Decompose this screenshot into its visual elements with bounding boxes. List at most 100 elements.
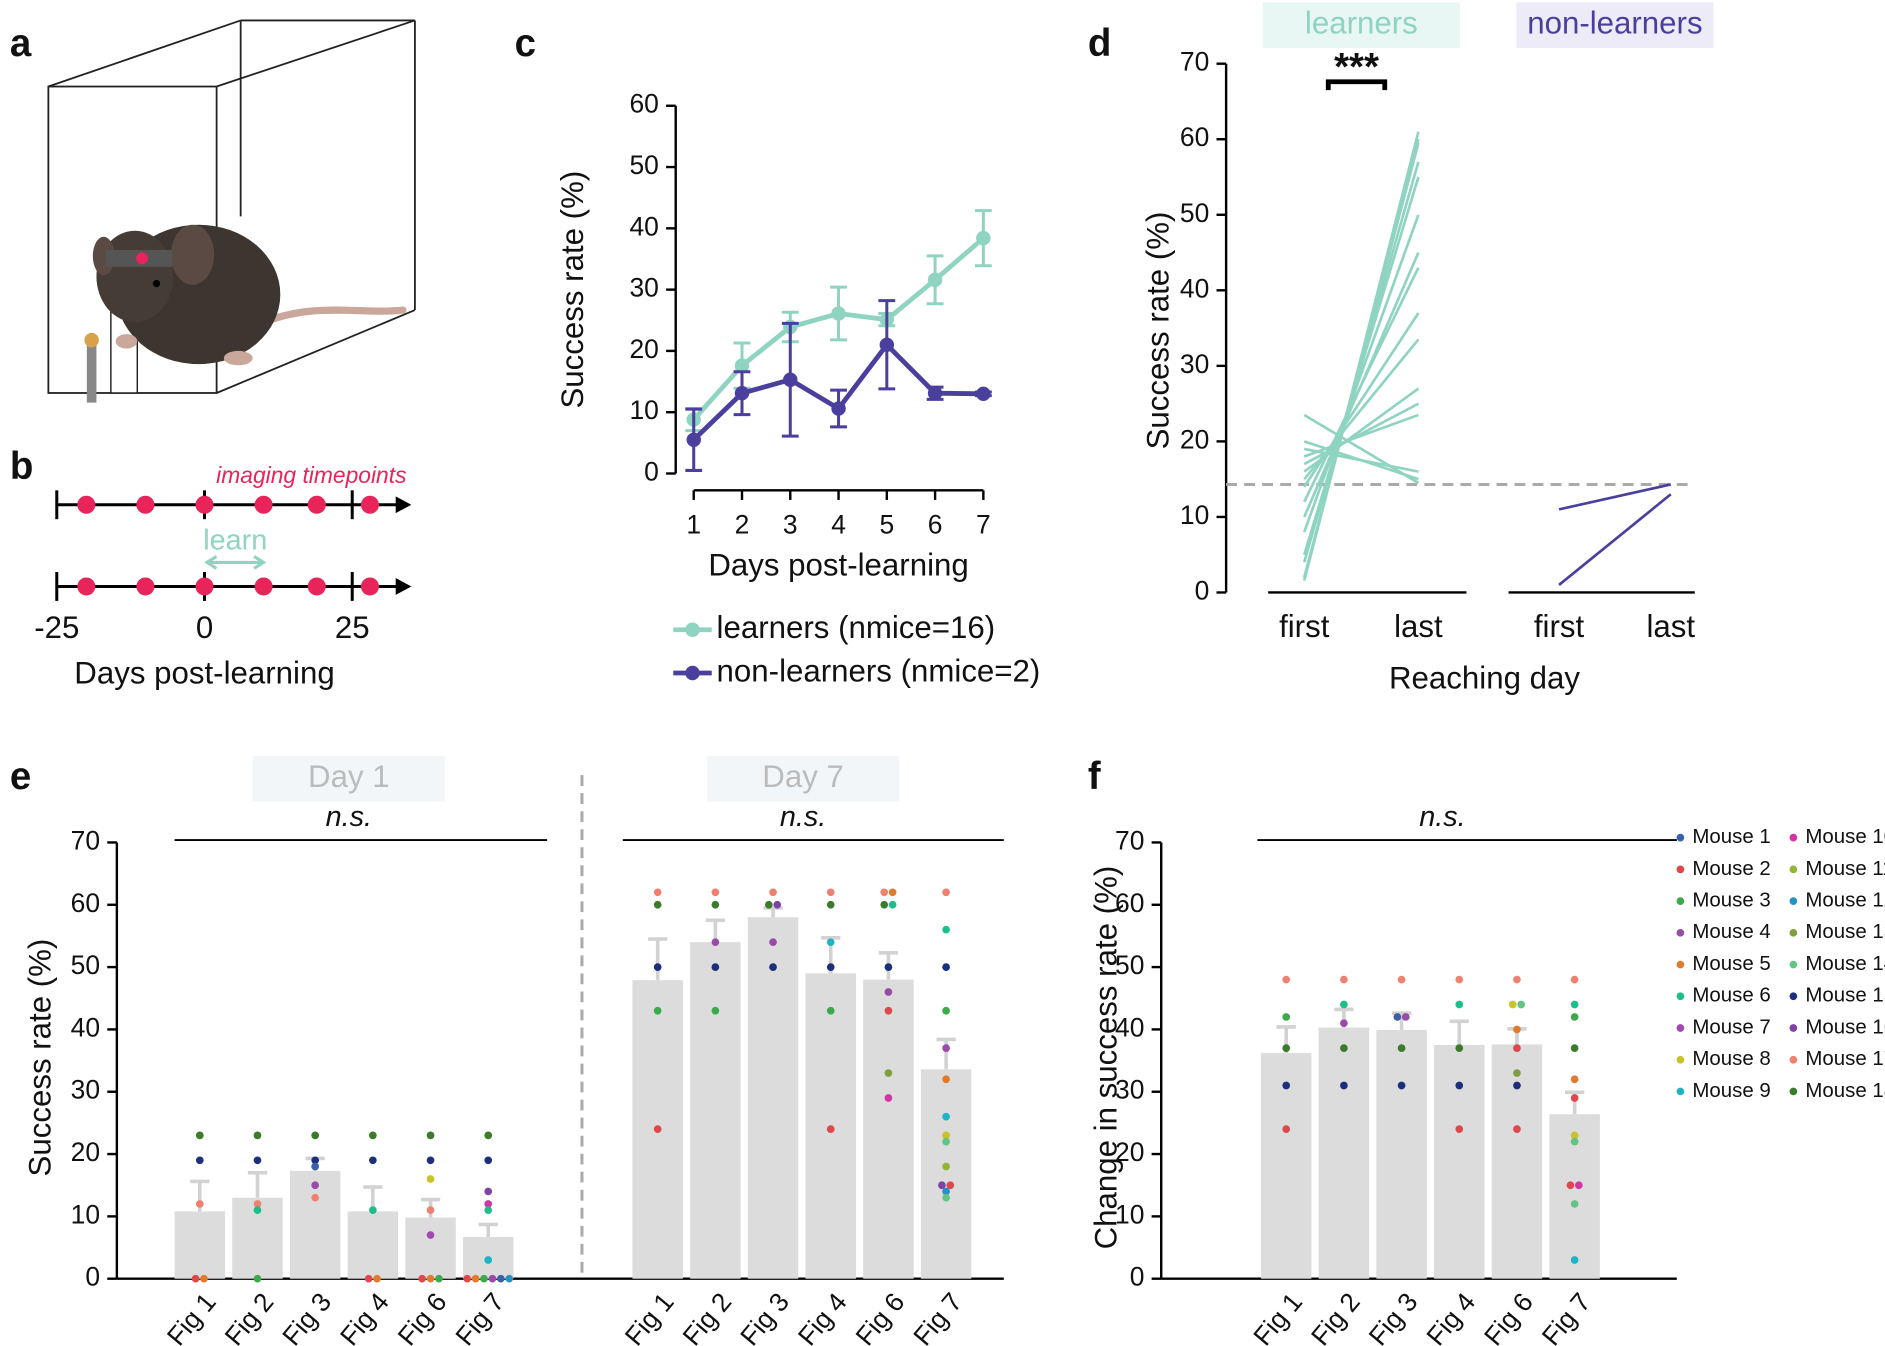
mouse-point (1570, 1256, 1579, 1264)
y-tick-label: 10 (629, 395, 658, 425)
mouse-point (311, 1181, 320, 1190)
legend-label: Mouse 13 (1805, 921, 1885, 943)
imaging-timepoint (136, 495, 155, 514)
x-tick-label: 0 (196, 610, 213, 645)
group-title-bg (1262, 2, 1460, 49)
y-tick-label: 60 (629, 89, 658, 119)
mouse-point (480, 1274, 488, 1283)
y-axis-label: Success rate (%) (555, 171, 590, 409)
imaging-timepoint (77, 577, 96, 596)
group-title-bg (252, 755, 445, 802)
x-tick-label: 2 (735, 509, 750, 539)
x-tick-label: Fig 1 (619, 1287, 680, 1346)
annotation: n.s. (1419, 801, 1465, 833)
mouse-point (1570, 1137, 1579, 1146)
mouse-point (253, 1206, 262, 1214)
y-tick-label: 0 (1195, 575, 1210, 605)
mouse-point (253, 1131, 262, 1140)
legend-label: Mouse 12 (1805, 889, 1885, 911)
mouse-point (826, 888, 835, 897)
error-bar (247, 1170, 268, 1198)
mouse-point (1570, 975, 1579, 984)
mouse-paw (115, 334, 138, 349)
bar (1434, 1044, 1485, 1279)
y-tick-label: 0 (644, 456, 659, 486)
mouse-point (484, 1200, 493, 1208)
panel-label: b (10, 445, 33, 488)
mouse-point (1570, 1094, 1579, 1102)
mouse-point (484, 1206, 493, 1214)
y-tick-label: 40 (1180, 273, 1209, 303)
mouse-point (1455, 1000, 1464, 1009)
mouse-point (942, 925, 950, 934)
group-title: Day 7 (762, 759, 844, 794)
bar (174, 1211, 226, 1279)
data-point (976, 386, 991, 402)
mouse-point (1570, 1013, 1579, 1021)
x-tick-label: 7 (976, 509, 991, 539)
mouse-point (1455, 1125, 1464, 1133)
legend-marker (1676, 960, 1685, 969)
y-tick-label: 60 (71, 888, 100, 918)
mouse-point (888, 900, 897, 909)
legend-label: learners (nmice=16) (717, 610, 996, 645)
mouse-point (369, 1131, 377, 1140)
x-tick-label: Fig 6 (850, 1287, 911, 1346)
mouse-point (942, 963, 950, 971)
panel-label: d (1088, 22, 1111, 65)
mouse-point (1282, 1044, 1291, 1052)
data-point (927, 272, 943, 288)
legend-marker (1789, 833, 1798, 842)
legend-marker (1676, 928, 1685, 937)
x-tick-label: Fig 4 (334, 1287, 395, 1346)
paired-line (1303, 413, 1420, 485)
mouse-point (1570, 1000, 1579, 1009)
bar (1260, 1053, 1312, 1279)
box-edge (216, 19, 416, 88)
x-tick-label: 1 (686, 509, 701, 539)
legend-marker (685, 665, 700, 681)
mouse-point (1282, 1125, 1291, 1133)
group-title: Day 1 (308, 759, 390, 794)
y-tick-label: 50 (71, 950, 100, 980)
mouse-point (1455, 975, 1464, 984)
mouse-point (764, 900, 773, 909)
mouse-point (773, 900, 782, 909)
mouse-point (435, 1274, 443, 1283)
mouse-point (253, 1274, 262, 1283)
mouse-ear (170, 224, 215, 285)
pellet-pole (86, 342, 97, 403)
mouse-point (1570, 1200, 1579, 1208)
bar (747, 917, 799, 1279)
x-tick-label: Fig 7 (907, 1287, 968, 1346)
mouse-point (942, 1187, 950, 1196)
y-tick-label: 50 (1180, 198, 1209, 228)
mouse-point (311, 1131, 320, 1140)
x-tick-label: Fig 3 (1363, 1287, 1424, 1346)
error-bar (936, 1037, 956, 1070)
mouse-point (369, 1156, 377, 1165)
legend-label: Mouse 10 (1805, 826, 1885, 848)
mouse-point (942, 888, 950, 897)
mouse-point (369, 1206, 377, 1214)
mouse-point (505, 1274, 514, 1283)
mouse-point (484, 1187, 493, 1196)
mouse-point (942, 1112, 950, 1121)
mouse-point (364, 1274, 373, 1283)
mouse-point (1517, 1000, 1526, 1009)
mouse-point (1340, 975, 1348, 984)
mouse-point (942, 1044, 950, 1052)
imaging-timepoint (307, 577, 326, 596)
mouse-point (711, 938, 720, 947)
mouse-point (1397, 1044, 1406, 1052)
y-axis-label: Success rate (%) (1140, 212, 1175, 450)
mouse-point (1570, 1044, 1579, 1052)
mouse-point (195, 1200, 204, 1208)
group-title-bg (1516, 2, 1714, 49)
mouse-point (1282, 975, 1291, 984)
x-tick-label: 3 (783, 509, 798, 539)
x-axis-label: Days post-learning (708, 547, 968, 582)
mouse-point (311, 1156, 320, 1165)
mouse-point (484, 1131, 493, 1140)
